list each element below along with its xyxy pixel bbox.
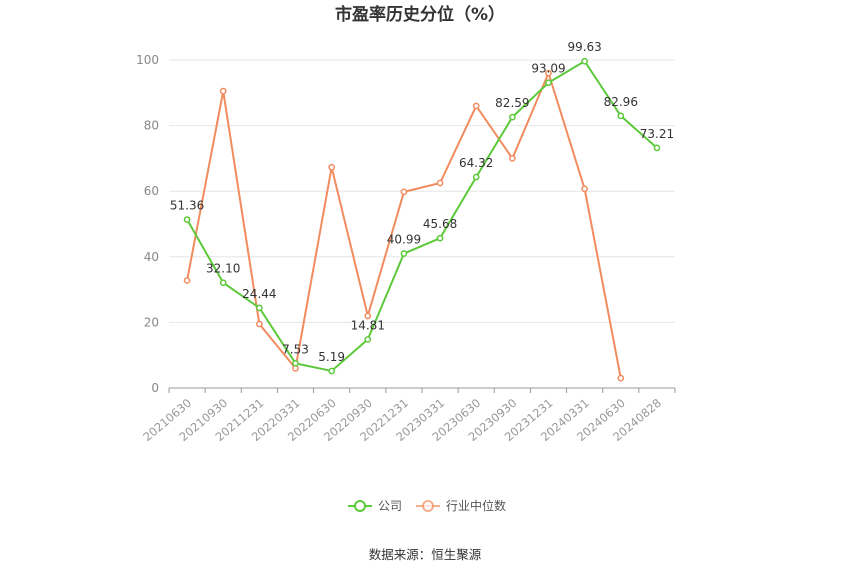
data-point[interactable] bbox=[364, 312, 372, 320]
data-label: 40.99 bbox=[387, 233, 421, 247]
data-point[interactable] bbox=[617, 374, 625, 382]
legend-label: 行业中位数 bbox=[446, 498, 506, 513]
data-label: 14.81 bbox=[351, 318, 385, 332]
series-industry-median bbox=[183, 69, 625, 382]
y-tick-label: 0 bbox=[151, 381, 159, 395]
legend-item-industry-median[interactable]: 行业中位数 bbox=[416, 498, 506, 513]
y-tick-label: 20 bbox=[144, 315, 159, 329]
data-point[interactable] bbox=[400, 250, 408, 257]
data-label: 45.68 bbox=[423, 217, 457, 231]
data-point[interactable] bbox=[653, 144, 661, 152]
data-label: 82.59 bbox=[495, 96, 529, 110]
data-label: 24.44 bbox=[242, 287, 276, 301]
data-point[interactable] bbox=[581, 57, 588, 65]
y-axis: 0 20 40 60 80 100 bbox=[136, 53, 159, 395]
data-point[interactable] bbox=[472, 102, 480, 110]
data-label: 99.63 bbox=[567, 40, 601, 54]
y-tick-label: 80 bbox=[144, 119, 159, 133]
data-point[interactable] bbox=[256, 320, 263, 328]
chart-title: 市盈率历史分位（%） bbox=[335, 4, 505, 25]
data-label: 82.96 bbox=[604, 95, 638, 109]
series-line bbox=[186, 70, 622, 379]
legend-item-company[interactable]: 公司 bbox=[348, 499, 402, 513]
data-point[interactable] bbox=[219, 279, 227, 287]
data-point[interactable] bbox=[328, 367, 335, 375]
data-label: 93.09 bbox=[531, 62, 565, 76]
data-source-note: 数据来源：恒生聚源 bbox=[369, 547, 482, 562]
data-point[interactable] bbox=[183, 277, 191, 284]
data-point[interactable] bbox=[400, 188, 408, 196]
grid-lines bbox=[169, 59, 675, 323]
data-point[interactable] bbox=[436, 234, 444, 242]
legend[interactable]: 公司 行业中位数 bbox=[348, 498, 506, 513]
data-label: 32.10 bbox=[206, 262, 240, 276]
legend-swatch-marker bbox=[422, 500, 434, 512]
data-label: 73.21 bbox=[640, 127, 674, 141]
data-label: 64.32 bbox=[459, 156, 493, 170]
data-point[interactable] bbox=[545, 79, 552, 87]
data-point[interactable] bbox=[256, 304, 263, 312]
data-point[interactable] bbox=[328, 163, 335, 171]
data-point[interactable] bbox=[617, 112, 625, 120]
data-point[interactable] bbox=[183, 216, 191, 223]
series-line bbox=[186, 59, 658, 373]
data-point[interactable] bbox=[509, 155, 516, 162]
data-point[interactable] bbox=[364, 336, 372, 343]
data-label: 5.19 bbox=[318, 350, 345, 364]
data-point[interactable] bbox=[472, 173, 480, 181]
data-label: 7.53 bbox=[282, 342, 309, 356]
data-point[interactable] bbox=[509, 113, 516, 121]
legend-swatch-marker bbox=[354, 500, 366, 512]
data-point[interactable] bbox=[581, 185, 588, 193]
y-tick-label: 100 bbox=[136, 53, 159, 67]
data-label: 51.36 bbox=[170, 199, 204, 213]
x-axis: 2021063020210930202112312022033120220630… bbox=[140, 387, 676, 444]
y-tick-label: 40 bbox=[144, 250, 159, 264]
data-point[interactable] bbox=[219, 87, 227, 95]
data-point[interactable] bbox=[436, 179, 444, 187]
y-tick-label: 60 bbox=[144, 184, 159, 198]
data-point[interactable] bbox=[545, 69, 552, 77]
data-point[interactable] bbox=[292, 359, 299, 367]
series-company bbox=[183, 57, 661, 375]
legend-label: 公司 bbox=[378, 499, 402, 513]
